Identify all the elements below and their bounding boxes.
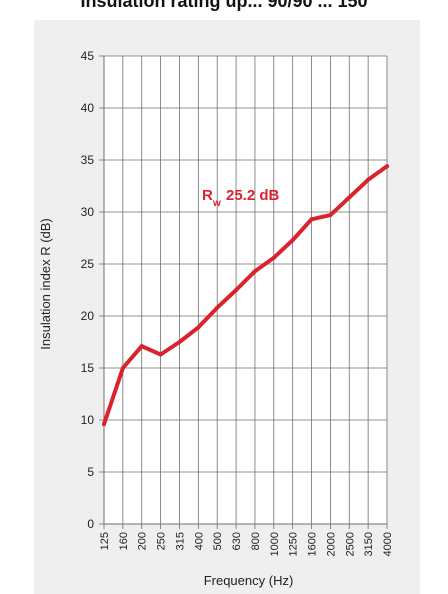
data-point — [102, 422, 106, 427]
data-point — [234, 288, 239, 292]
y-tick-label: 15 — [81, 361, 95, 375]
data-point — [309, 217, 314, 222]
data-point — [347, 195, 352, 200]
data-point — [196, 325, 201, 330]
data-point — [215, 305, 220, 310]
y-tick-label: 30 — [81, 205, 95, 219]
x-tick-label: 1250 — [288, 532, 300, 556]
data-point — [271, 255, 276, 260]
data-point — [139, 344, 144, 349]
x-tick-label: 2000 — [325, 532, 337, 556]
plot-area — [104, 56, 387, 524]
data-point — [158, 352, 163, 357]
y-tick-label: 20 — [81, 309, 95, 323]
data-point — [366, 177, 371, 182]
y-tick-label: 25 — [81, 257, 95, 271]
annotation-value: 25.2 dB — [226, 187, 280, 204]
y-tick-label: 35 — [81, 153, 95, 167]
data-point — [328, 213, 333, 218]
x-tick-label: 800 — [250, 532, 262, 550]
y-tick-label: 40 — [81, 101, 95, 115]
annotation-subscript: w — [212, 198, 221, 209]
y-tick-label: 10 — [81, 413, 95, 427]
annotation-r: R — [202, 187, 213, 204]
x-tick-label: 125 — [99, 532, 111, 550]
x-tick-label: 160 — [118, 532, 130, 550]
x-tick-label: 400 — [193, 532, 205, 550]
data-point — [290, 238, 295, 243]
y-tick-label: 5 — [87, 465, 94, 479]
x-tick-label: 250 — [156, 532, 168, 550]
x-tick-label: 200 — [137, 532, 149, 550]
x-tick-label: 3150 — [363, 532, 375, 556]
data-point — [177, 340, 182, 344]
series-line — [102, 164, 389, 427]
data-point — [385, 164, 389, 169]
y-tick-label: 0 — [87, 517, 94, 531]
x-tick-label: 1600 — [307, 532, 319, 556]
y-axis-label: Insulation index R (dB) — [38, 218, 53, 350]
x-tick-label: 4000 — [382, 532, 394, 556]
x-tick-label: 2500 — [344, 532, 356, 556]
data-point — [120, 366, 125, 370]
x-tick-label: 1000 — [269, 532, 281, 556]
x-axis-label: Frequency (Hz) — [204, 573, 294, 588]
x-tick-label: 500 — [212, 532, 224, 550]
y-tick-label: 45 — [81, 49, 95, 63]
x-tick-label: 630 — [231, 532, 243, 550]
x-tick-label: 315 — [174, 532, 186, 550]
data-point — [252, 269, 257, 274]
page-title: Insulation rating up... 90/90 ... 150 — [80, 0, 368, 11]
